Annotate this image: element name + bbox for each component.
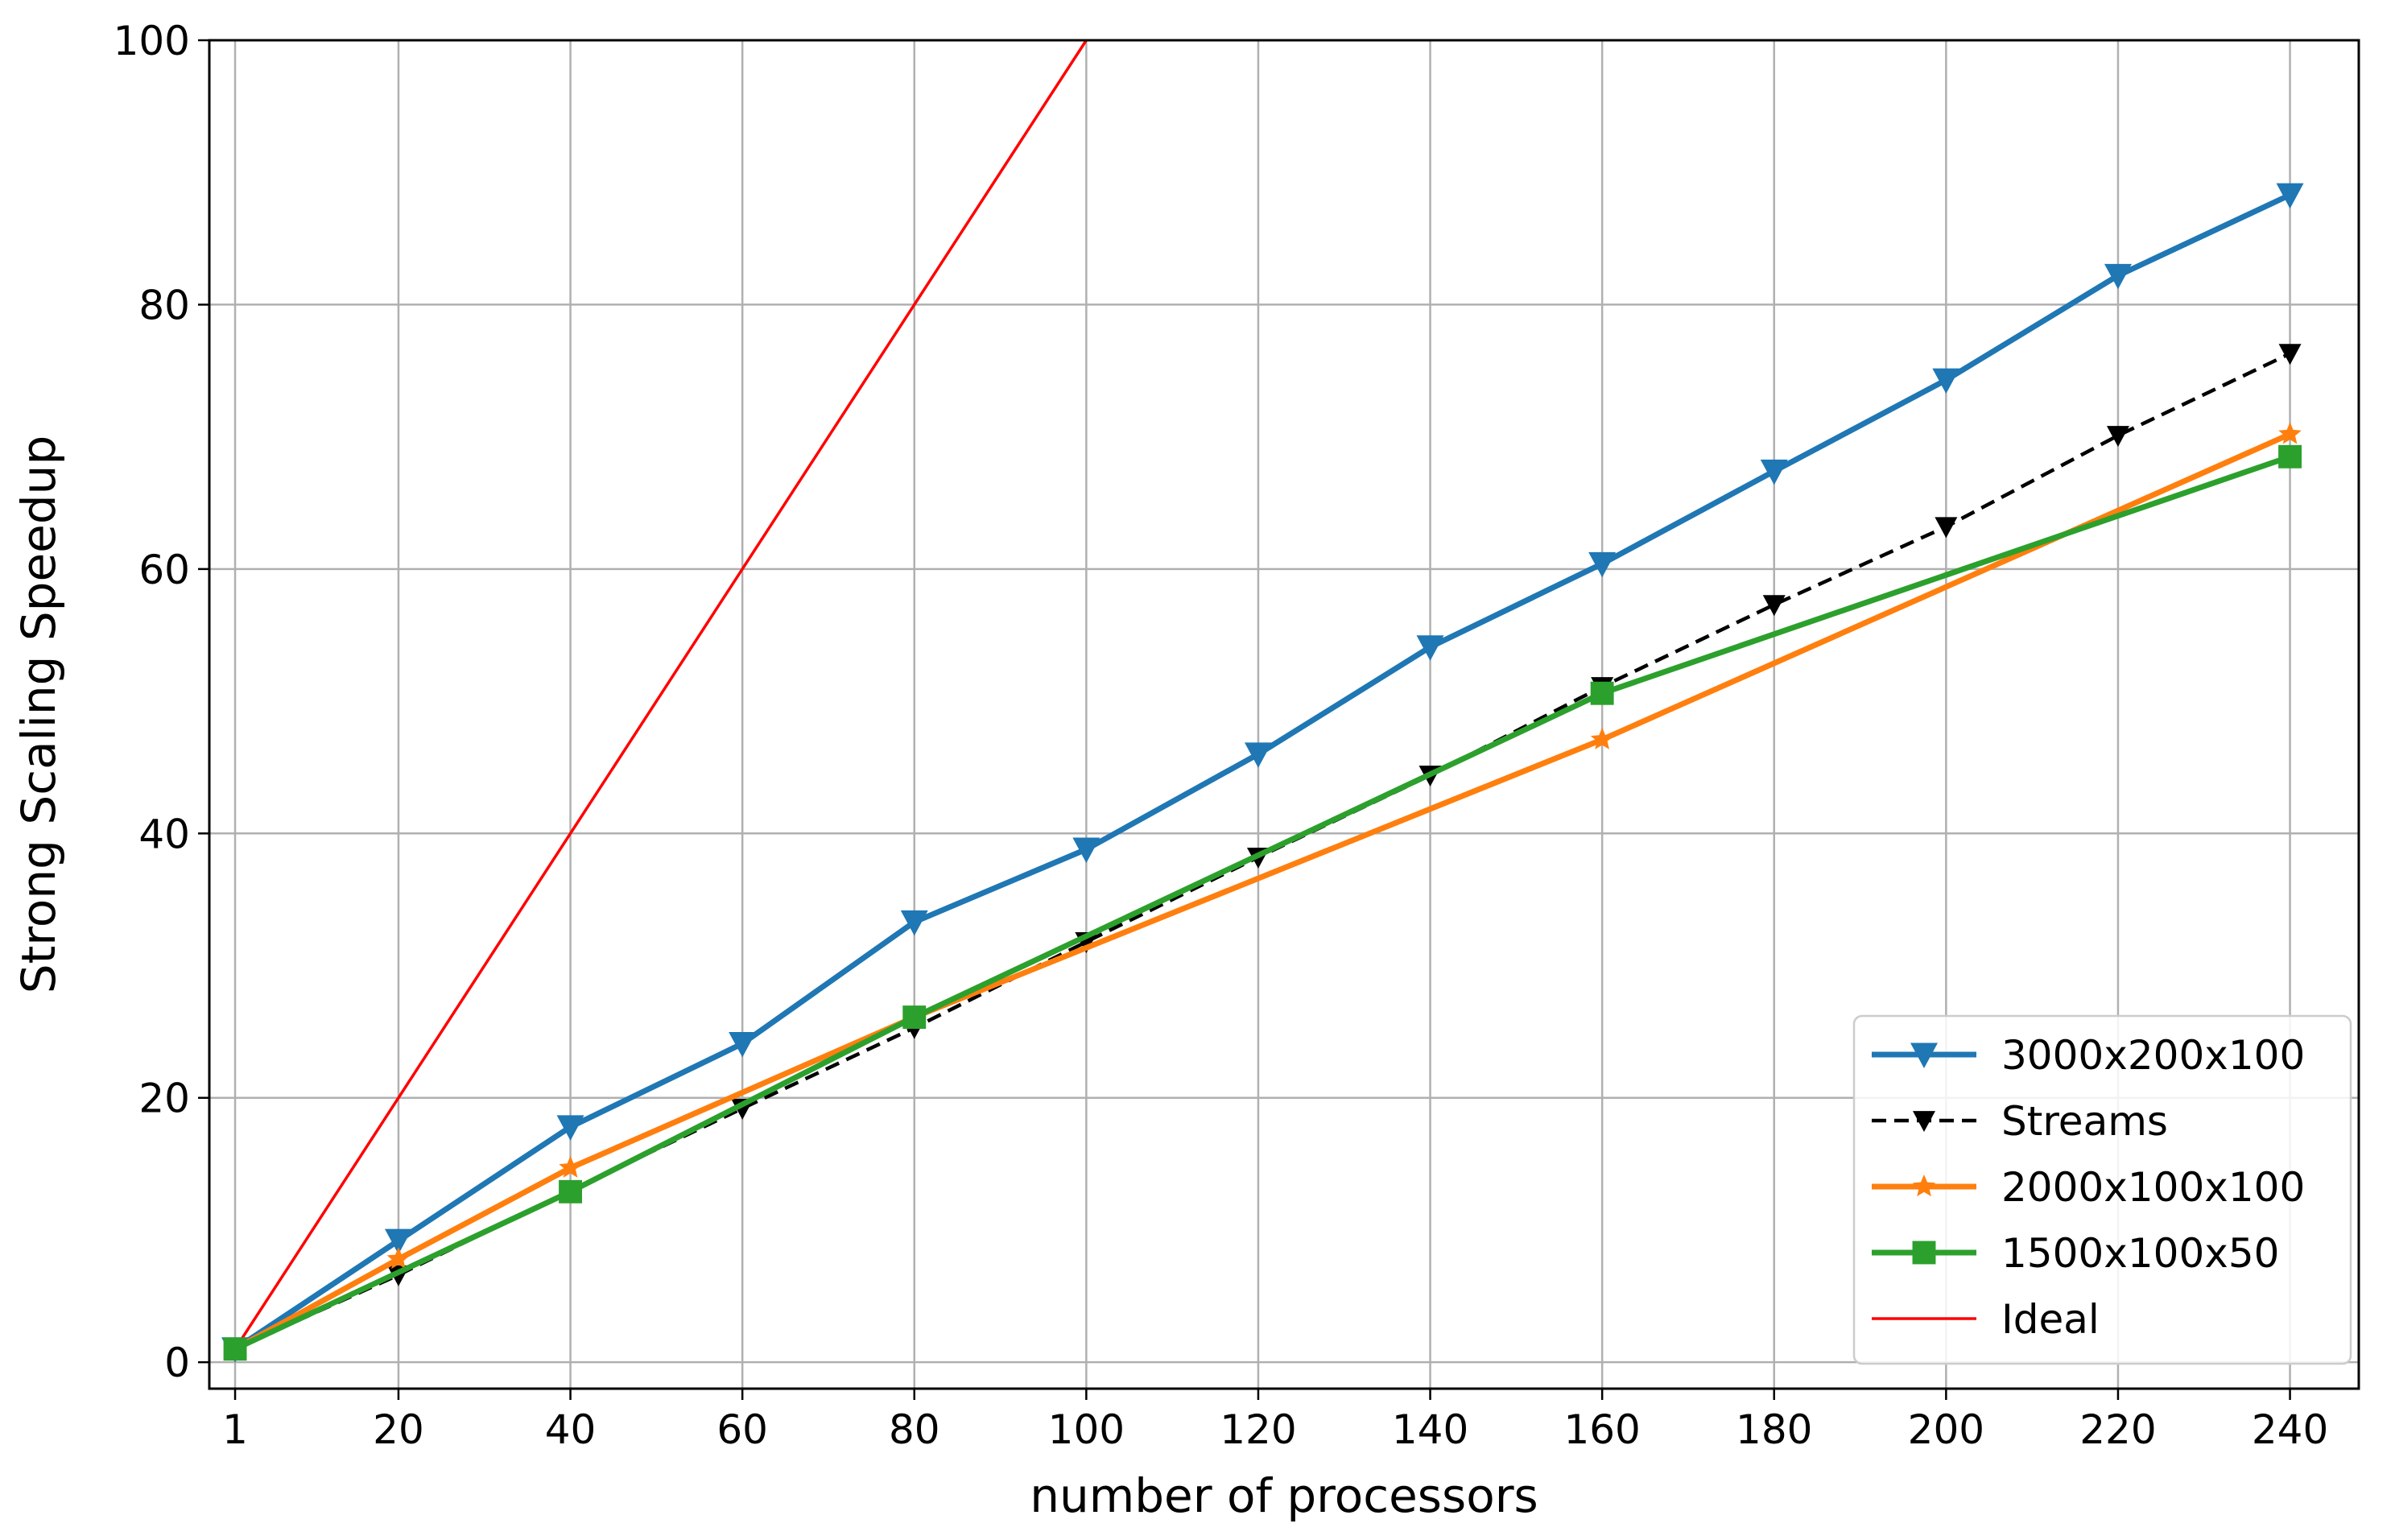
data-point-3000x200x100 bbox=[2104, 263, 2132, 290]
data-point-2000x100x100 bbox=[559, 1155, 582, 1178]
y-tick-label: 20 bbox=[138, 1076, 190, 1122]
data-point-3000x200x100 bbox=[1588, 551, 1617, 578]
legend-label-3000x200x100: 3000x200x100 bbox=[2001, 1032, 2305, 1079]
legend-entry-3000x200x100: 3000x200x100 bbox=[1872, 1032, 2305, 1079]
x-tick-label: 240 bbox=[2252, 1406, 2328, 1453]
data-point-3000x200x100 bbox=[556, 1115, 584, 1141]
x-tick-label: 160 bbox=[1563, 1406, 1640, 1453]
x-tick-label: 220 bbox=[2079, 1406, 2156, 1453]
legend-label-1500x100x50: 1500x100x50 bbox=[2001, 1230, 2279, 1277]
data-point-3000x200x100 bbox=[729, 1031, 757, 1058]
series-line-2000x100x100 bbox=[233, 431, 2291, 1352]
legend-marker-1500x100x50 bbox=[1912, 1241, 1936, 1265]
y-tick-label: 100 bbox=[114, 18, 190, 64]
data-point-2000x100x100 bbox=[2278, 422, 2302, 444]
data-point-streams bbox=[1762, 595, 1786, 617]
x-tick-label: 80 bbox=[889, 1406, 940, 1453]
data-point-3000x200x100 bbox=[1072, 837, 1100, 863]
y-tick-label: 0 bbox=[164, 1340, 190, 1386]
legend: 3000x200x100 Streams 2000x100x100 1500x100x… bbox=[1852, 1014, 2352, 1365]
data-point-streams bbox=[1935, 517, 1958, 539]
legend-marker-streams bbox=[1913, 1111, 1935, 1132]
legend-box bbox=[1852, 1014, 2352, 1365]
x-tick-label: 20 bbox=[373, 1406, 424, 1453]
legend-label-2000x100x100: 2000x100x100 bbox=[2001, 1164, 2305, 1211]
x-tick-label: 140 bbox=[1392, 1406, 1468, 1453]
y-tick-label: 60 bbox=[138, 547, 190, 593]
x-tick-label: 120 bbox=[1220, 1406, 1296, 1453]
x-tick-label: 60 bbox=[716, 1406, 768, 1453]
data-point-1500x100x50 bbox=[223, 1337, 247, 1361]
legend-entry-ideal: Ideal bbox=[1872, 1296, 2100, 1343]
x-tick-label: 200 bbox=[1908, 1406, 1984, 1453]
x-tick-label: 180 bbox=[1736, 1406, 1812, 1453]
y-tick-label: 80 bbox=[138, 282, 190, 328]
x-tick-label: 100 bbox=[1048, 1406, 1125, 1453]
legend-entry-1500x100x50: 1500x100x50 bbox=[1872, 1230, 2279, 1277]
data-point-1500x100x50 bbox=[1590, 681, 1614, 705]
axis-ticks: 1 20 40 60 80 100 120 140 160 180 200 220 2400204060… bbox=[114, 18, 2329, 1453]
data-point-1500x100x50 bbox=[559, 1179, 583, 1204]
series-group bbox=[221, 40, 2304, 1363]
x-tick-label: 40 bbox=[545, 1406, 597, 1453]
data-point-3000x200x100 bbox=[1760, 459, 1788, 485]
data-point-2000x100x100 bbox=[386, 1247, 411, 1270]
data-point-1500x100x50 bbox=[902, 1005, 927, 1030]
y-axis-label: Strong Scaling Speedup bbox=[11, 436, 66, 994]
y-tick-label: 40 bbox=[138, 811, 190, 857]
legend-marker-3000x200x100 bbox=[1910, 1042, 1938, 1068]
data-point-1500x100x50 bbox=[2278, 444, 2302, 469]
data-point-3000x200x100 bbox=[900, 910, 928, 936]
data-point-3000x200x100 bbox=[1932, 368, 1960, 394]
data-point-2000x100x100 bbox=[1590, 727, 1614, 749]
data-point-3000x200x100 bbox=[384, 1228, 412, 1255]
data-point-streams bbox=[2106, 426, 2129, 448]
data-point-3000x200x100 bbox=[2276, 183, 2304, 209]
data-point-3000x200x100 bbox=[1244, 742, 1272, 768]
legend-marker-2000x100x100 bbox=[1912, 1175, 1936, 1197]
series-line-ideal bbox=[233, 40, 1088, 1350]
legend-label-streams: Streams bbox=[2001, 1098, 2168, 1145]
x-tick-label: 1 bbox=[222, 1406, 248, 1453]
data-point-3000x200x100 bbox=[1416, 635, 1444, 661]
series-ideal bbox=[233, 40, 1088, 1350]
data-point-streams bbox=[2278, 344, 2302, 365]
x-axis-label: number of processors bbox=[1030, 1468, 1538, 1523]
legend-label-ideal: Ideal bbox=[2001, 1296, 2100, 1343]
legend-entry-2000x100x100: 2000x100x100 bbox=[1872, 1164, 2305, 1211]
legend-entry-streams: Streams bbox=[1872, 1098, 2168, 1145]
series-1500x100x50 bbox=[223, 444, 2302, 1361]
plot-frame bbox=[208, 39, 2360, 1390]
